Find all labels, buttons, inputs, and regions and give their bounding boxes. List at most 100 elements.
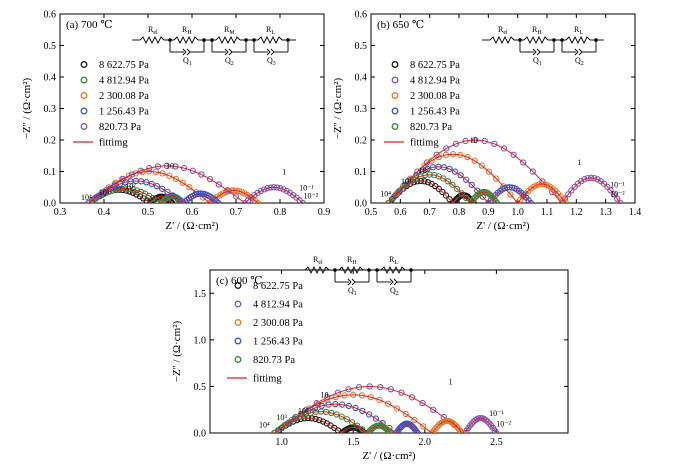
data-point	[390, 193, 398, 200]
data-point	[558, 199, 565, 203]
legend-label: 8 622.75 Pa	[410, 60, 460, 71]
data-point	[458, 190, 465, 197]
frequency-label: 10⁻²	[303, 191, 318, 200]
data-point	[333, 411, 340, 418]
fit-line	[388, 166, 532, 203]
circuit-label: RL	[266, 25, 275, 36]
data-point	[169, 199, 176, 203]
data-point	[394, 190, 401, 197]
frequency-label: 10³	[276, 413, 287, 422]
data-point	[463, 194, 470, 202]
frequency-label: 10	[470, 136, 478, 145]
data-point	[159, 170, 166, 177]
x-tick-label: 0.5	[142, 207, 155, 218]
equivalent-circuit: Rel RH Q1 RL Q2	[482, 25, 604, 67]
data-layer	[271, 383, 500, 433]
data-point	[458, 429, 466, 433]
data-point	[132, 170, 139, 177]
x-tick-label: 1.2	[570, 207, 583, 218]
data-point	[435, 185, 442, 192]
data-point	[435, 153, 442, 161]
legend-label: fittimg	[99, 138, 128, 149]
data-point	[137, 167, 144, 174]
y-tick-label: 0.6	[355, 10, 368, 21]
y-tick-label: 0.2	[44, 136, 57, 147]
data-point	[385, 199, 392, 203]
data-point	[348, 419, 356, 426]
legend-label: 820.73 Pa	[410, 122, 452, 133]
legend-label: 2 300.08 Pa	[253, 318, 303, 329]
legend-label: fittimg	[410, 138, 439, 149]
x-tick-label: 1.1	[541, 207, 554, 218]
data-layer	[385, 136, 624, 203]
x-axis-label: Z' / (Ω·cm²)	[476, 220, 529, 232]
data-point	[604, 183, 611, 190]
data-point	[493, 175, 500, 182]
circuit-label: Q2	[390, 286, 399, 297]
data-point	[148, 180, 155, 188]
frequency-label: 10⁴	[81, 193, 92, 202]
circuit-label: RM	[224, 25, 235, 36]
data-point	[463, 176, 470, 183]
data-point	[411, 416, 418, 424]
data-point	[403, 181, 411, 188]
y-axis-label: −Z'' / (Ω·cm²)	[21, 77, 33, 139]
data-point	[189, 167, 196, 174]
frequency-label: 10⁻¹	[489, 409, 504, 418]
data-point	[311, 404, 319, 412]
legend-marker	[80, 123, 88, 130]
data-point	[446, 196, 453, 203]
data-point	[581, 176, 588, 183]
fit-line	[388, 174, 498, 203]
frequency-label: 10²	[298, 406, 309, 415]
y-tick-label: 1.0	[194, 335, 207, 346]
data-point	[457, 172, 464, 179]
x-tick-label: 0.7	[423, 207, 436, 218]
legend-marker	[80, 107, 88, 115]
fit-line	[88, 180, 219, 203]
data-point	[164, 188, 171, 196]
data-point	[600, 180, 608, 187]
fit-line	[274, 411, 391, 433]
x-axis-label: Z' / (Ω·cm²)	[362, 450, 415, 462]
frequency-label: 10⁻²	[610, 190, 625, 199]
legend-label: 820.73 Pa	[99, 122, 141, 133]
data-point	[428, 157, 435, 164]
legend-label: 1 256.43 Pa	[410, 107, 460, 118]
y-tick-label: 0.4	[355, 73, 368, 84]
data-point	[510, 151, 517, 158]
data-point	[446, 165, 453, 173]
data-point	[232, 193, 240, 200]
fit-line	[274, 394, 463, 433]
x-tick-label: 0.6	[186, 207, 199, 218]
y-tick-label: 0.1	[44, 167, 57, 178]
y-tick-label: 0.6	[44, 10, 57, 21]
data-point	[179, 179, 186, 186]
circuit-label: RH	[182, 25, 192, 36]
data-point	[224, 187, 231, 194]
data-point	[485, 168, 493, 175]
data-point	[578, 178, 585, 185]
data-point	[106, 185, 113, 192]
data-point	[424, 179, 432, 186]
frequency-label: 1	[577, 158, 581, 167]
data-point	[215, 181, 222, 188]
frequency-label: 10²	[419, 166, 430, 175]
data-point	[399, 185, 406, 192]
data-point	[291, 416, 299, 423]
data-point	[133, 187, 141, 194]
frequency-label: 10	[321, 391, 329, 400]
data-point	[128, 171, 136, 178]
y-tick-label: 0.0	[355, 199, 368, 210]
data-point	[440, 413, 447, 421]
data-point	[206, 175, 214, 183]
data-point	[548, 188, 556, 196]
panel-a: 0.3 0.4 0.5 0.6 0.7 0.8 0.9 0.0 0.1 0.2 0.3 0.4 0.5 0…	[21, 10, 330, 233]
circuit-label: Q1	[348, 286, 357, 297]
data-point	[453, 185, 461, 192]
data-point	[376, 396, 383, 404]
data-point	[451, 168, 459, 175]
data-point	[166, 172, 173, 179]
data-point	[286, 419, 294, 426]
